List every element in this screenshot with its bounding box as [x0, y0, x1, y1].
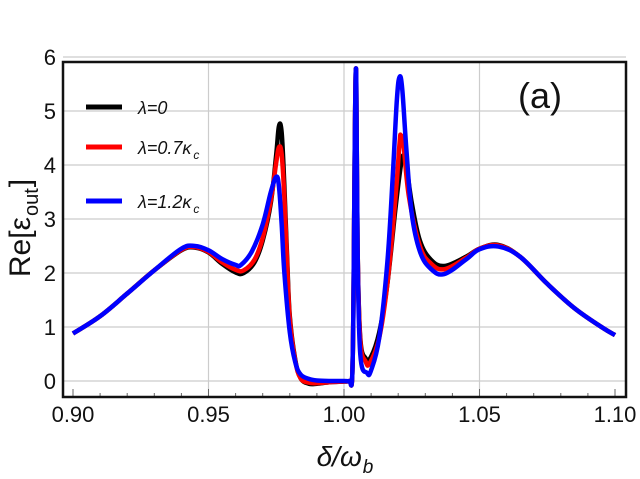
plot-frame — [61, 60, 628, 399]
y-axis-label: Re[εout] — [4, 179, 43, 277]
legend-label-sub: c — [193, 148, 199, 162]
legend-label-main: λ=0 — [137, 98, 167, 118]
y-tick-label: 6 — [44, 45, 56, 70]
y-ticks: 0 1 2 3 4 5 6 — [44, 45, 56, 394]
y-tick-label: 5 — [44, 99, 56, 124]
grid — [63, 56, 626, 397]
y-tick-label: 0 — [44, 369, 56, 394]
legend-label-sub: c — [193, 202, 199, 216]
x-tick-label: 1.05 — [458, 402, 501, 427]
x-axis-label: δ/ωb — [317, 441, 374, 478]
series-line-2 — [71, 66, 617, 388]
y-tick-label: 4 — [44, 153, 56, 178]
x-tick-label: 0.90 — [52, 402, 95, 427]
x-tick-label: 0.95 — [187, 402, 230, 427]
legend-label-main: λ=1.2κ — [137, 192, 192, 212]
legend-label-main: λ=0.7κ — [137, 138, 192, 158]
x-tick-label: 1.10 — [594, 402, 637, 427]
legend: λ=0λ=0.7κ cλ=1.2κ c — [86, 98, 199, 216]
legend-label-0: λ=0 — [137, 98, 167, 118]
legend-label-1: λ=0.7κ c — [137, 138, 199, 162]
x-tick-label: 1.00 — [323, 402, 366, 427]
legend-label-2: λ=1.2κ c — [137, 192, 199, 216]
y-tick-label: 2 — [44, 261, 56, 286]
x-ticks: 0.90 0.95 1.00 1.05 1.10 — [52, 402, 637, 427]
y-tick-label: 3 — [44, 207, 56, 232]
y-tick-label: 1 — [44, 315, 56, 340]
curves — [71, 66, 617, 388]
panel-label: (a) — [518, 75, 562, 116]
